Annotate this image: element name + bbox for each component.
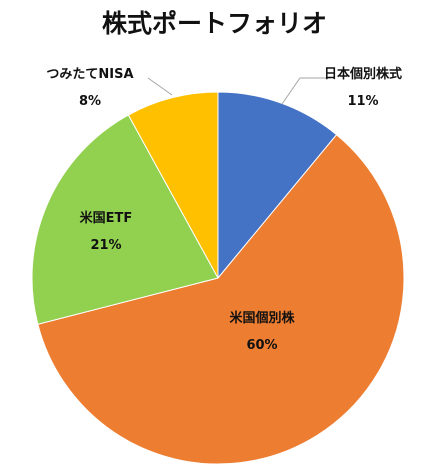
pie-slice-2 <box>37 133 405 465</box>
slice-label-name-2: 米国個別株 <box>229 310 295 326</box>
leader-line-1 <box>281 77 330 105</box>
slice-label-value-3: 21% <box>90 238 121 253</box>
slice-label-value-2: 60% <box>246 338 277 353</box>
chart-title: 株式ポートフォリオ <box>101 9 327 38</box>
pie-slice-4 <box>127 91 219 279</box>
pie-slice-1 <box>217 91 338 280</box>
slice-label-value-4: 8% <box>79 94 101 109</box>
data-labels: 日本個別株式 11% 米国個別株 60% 米国ETF 21% つみたてNISA 8% <box>46 66 402 353</box>
slice-label-name-1: 日本個別株式 <box>324 66 402 82</box>
slice-label-name-4: つみたてNISA <box>46 67 133 82</box>
slice-label-name-3: 米国ETF <box>80 210 133 226</box>
pie-slices <box>31 91 405 465</box>
pie-slice-3 <box>31 114 219 325</box>
slice-label-value-1: 11% <box>347 94 378 109</box>
leader-line-4 <box>147 77 173 96</box>
leader-lines <box>147 77 330 105</box>
